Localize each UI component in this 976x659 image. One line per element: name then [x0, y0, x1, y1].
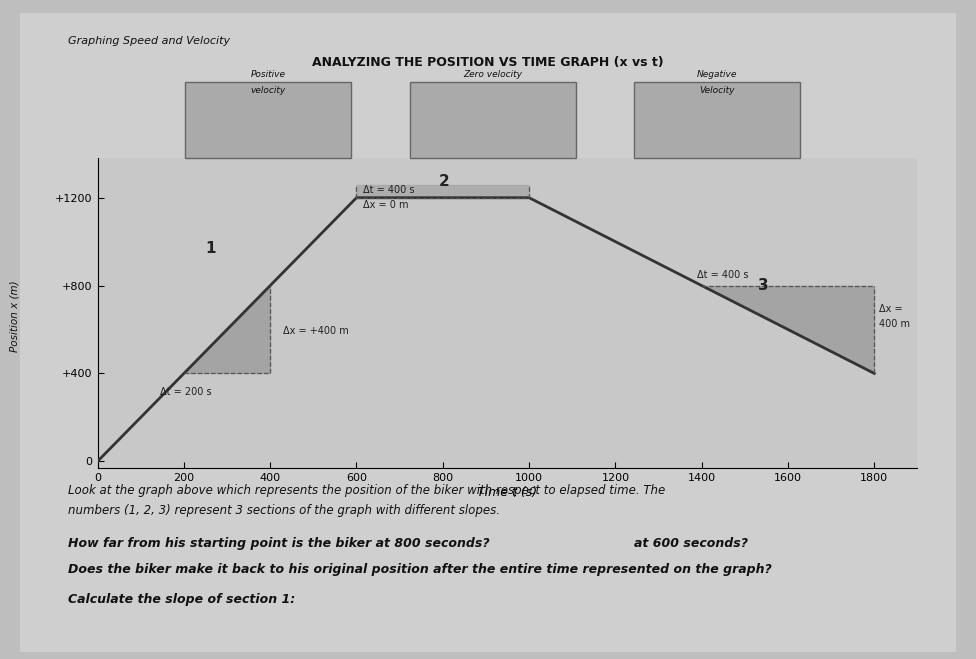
Text: Δt = 200 s: Δt = 200 s	[160, 387, 212, 397]
Text: 1: 1	[206, 241, 216, 256]
Text: Δx = +400 m: Δx = +400 m	[283, 326, 348, 336]
Text: How far from his starting point is the biker at 800 seconds?: How far from his starting point is the b…	[68, 537, 490, 550]
Text: Position x (m): Position x (m)	[10, 281, 20, 352]
Text: Negative: Negative	[697, 70, 738, 79]
Text: Δx = 0 m: Δx = 0 m	[363, 200, 409, 210]
Text: Velocity: Velocity	[700, 86, 735, 95]
Text: Graphing Speed and Velocity: Graphing Speed and Velocity	[68, 36, 230, 46]
Text: Look at the graph above which represents the position of the biker with respect : Look at the graph above which represents…	[68, 484, 666, 498]
Text: 3: 3	[757, 278, 768, 293]
Text: Δt = 400 s: Δt = 400 s	[698, 270, 749, 280]
Text: Δx =: Δx =	[878, 304, 902, 314]
Text: velocity: velocity	[251, 86, 286, 95]
Text: Calculate the slope of section 1:: Calculate the slope of section 1:	[68, 593, 296, 606]
Text: ANALYZING THE POSITION VS TIME GRAPH (x vs t): ANALYZING THE POSITION VS TIME GRAPH (x …	[312, 56, 664, 69]
Text: Δt = 400 s: Δt = 400 s	[363, 185, 415, 195]
Text: Positive: Positive	[251, 70, 286, 79]
Text: Zero velocity: Zero velocity	[464, 70, 522, 79]
Polygon shape	[356, 185, 529, 198]
Text: numbers (1, 2, 3) represent 3 sections of the graph with different slopes.: numbers (1, 2, 3) represent 3 sections o…	[68, 504, 501, 517]
X-axis label: Time t (s): Time t (s)	[477, 486, 538, 498]
Text: 2: 2	[438, 173, 449, 188]
Polygon shape	[183, 285, 270, 374]
Text: 400 m: 400 m	[878, 320, 910, 330]
Text: at 600 seconds?: at 600 seconds?	[634, 537, 749, 550]
Polygon shape	[702, 285, 874, 374]
Text: Does the biker make it back to his original position after the entire time repre: Does the biker make it back to his origi…	[68, 563, 772, 577]
